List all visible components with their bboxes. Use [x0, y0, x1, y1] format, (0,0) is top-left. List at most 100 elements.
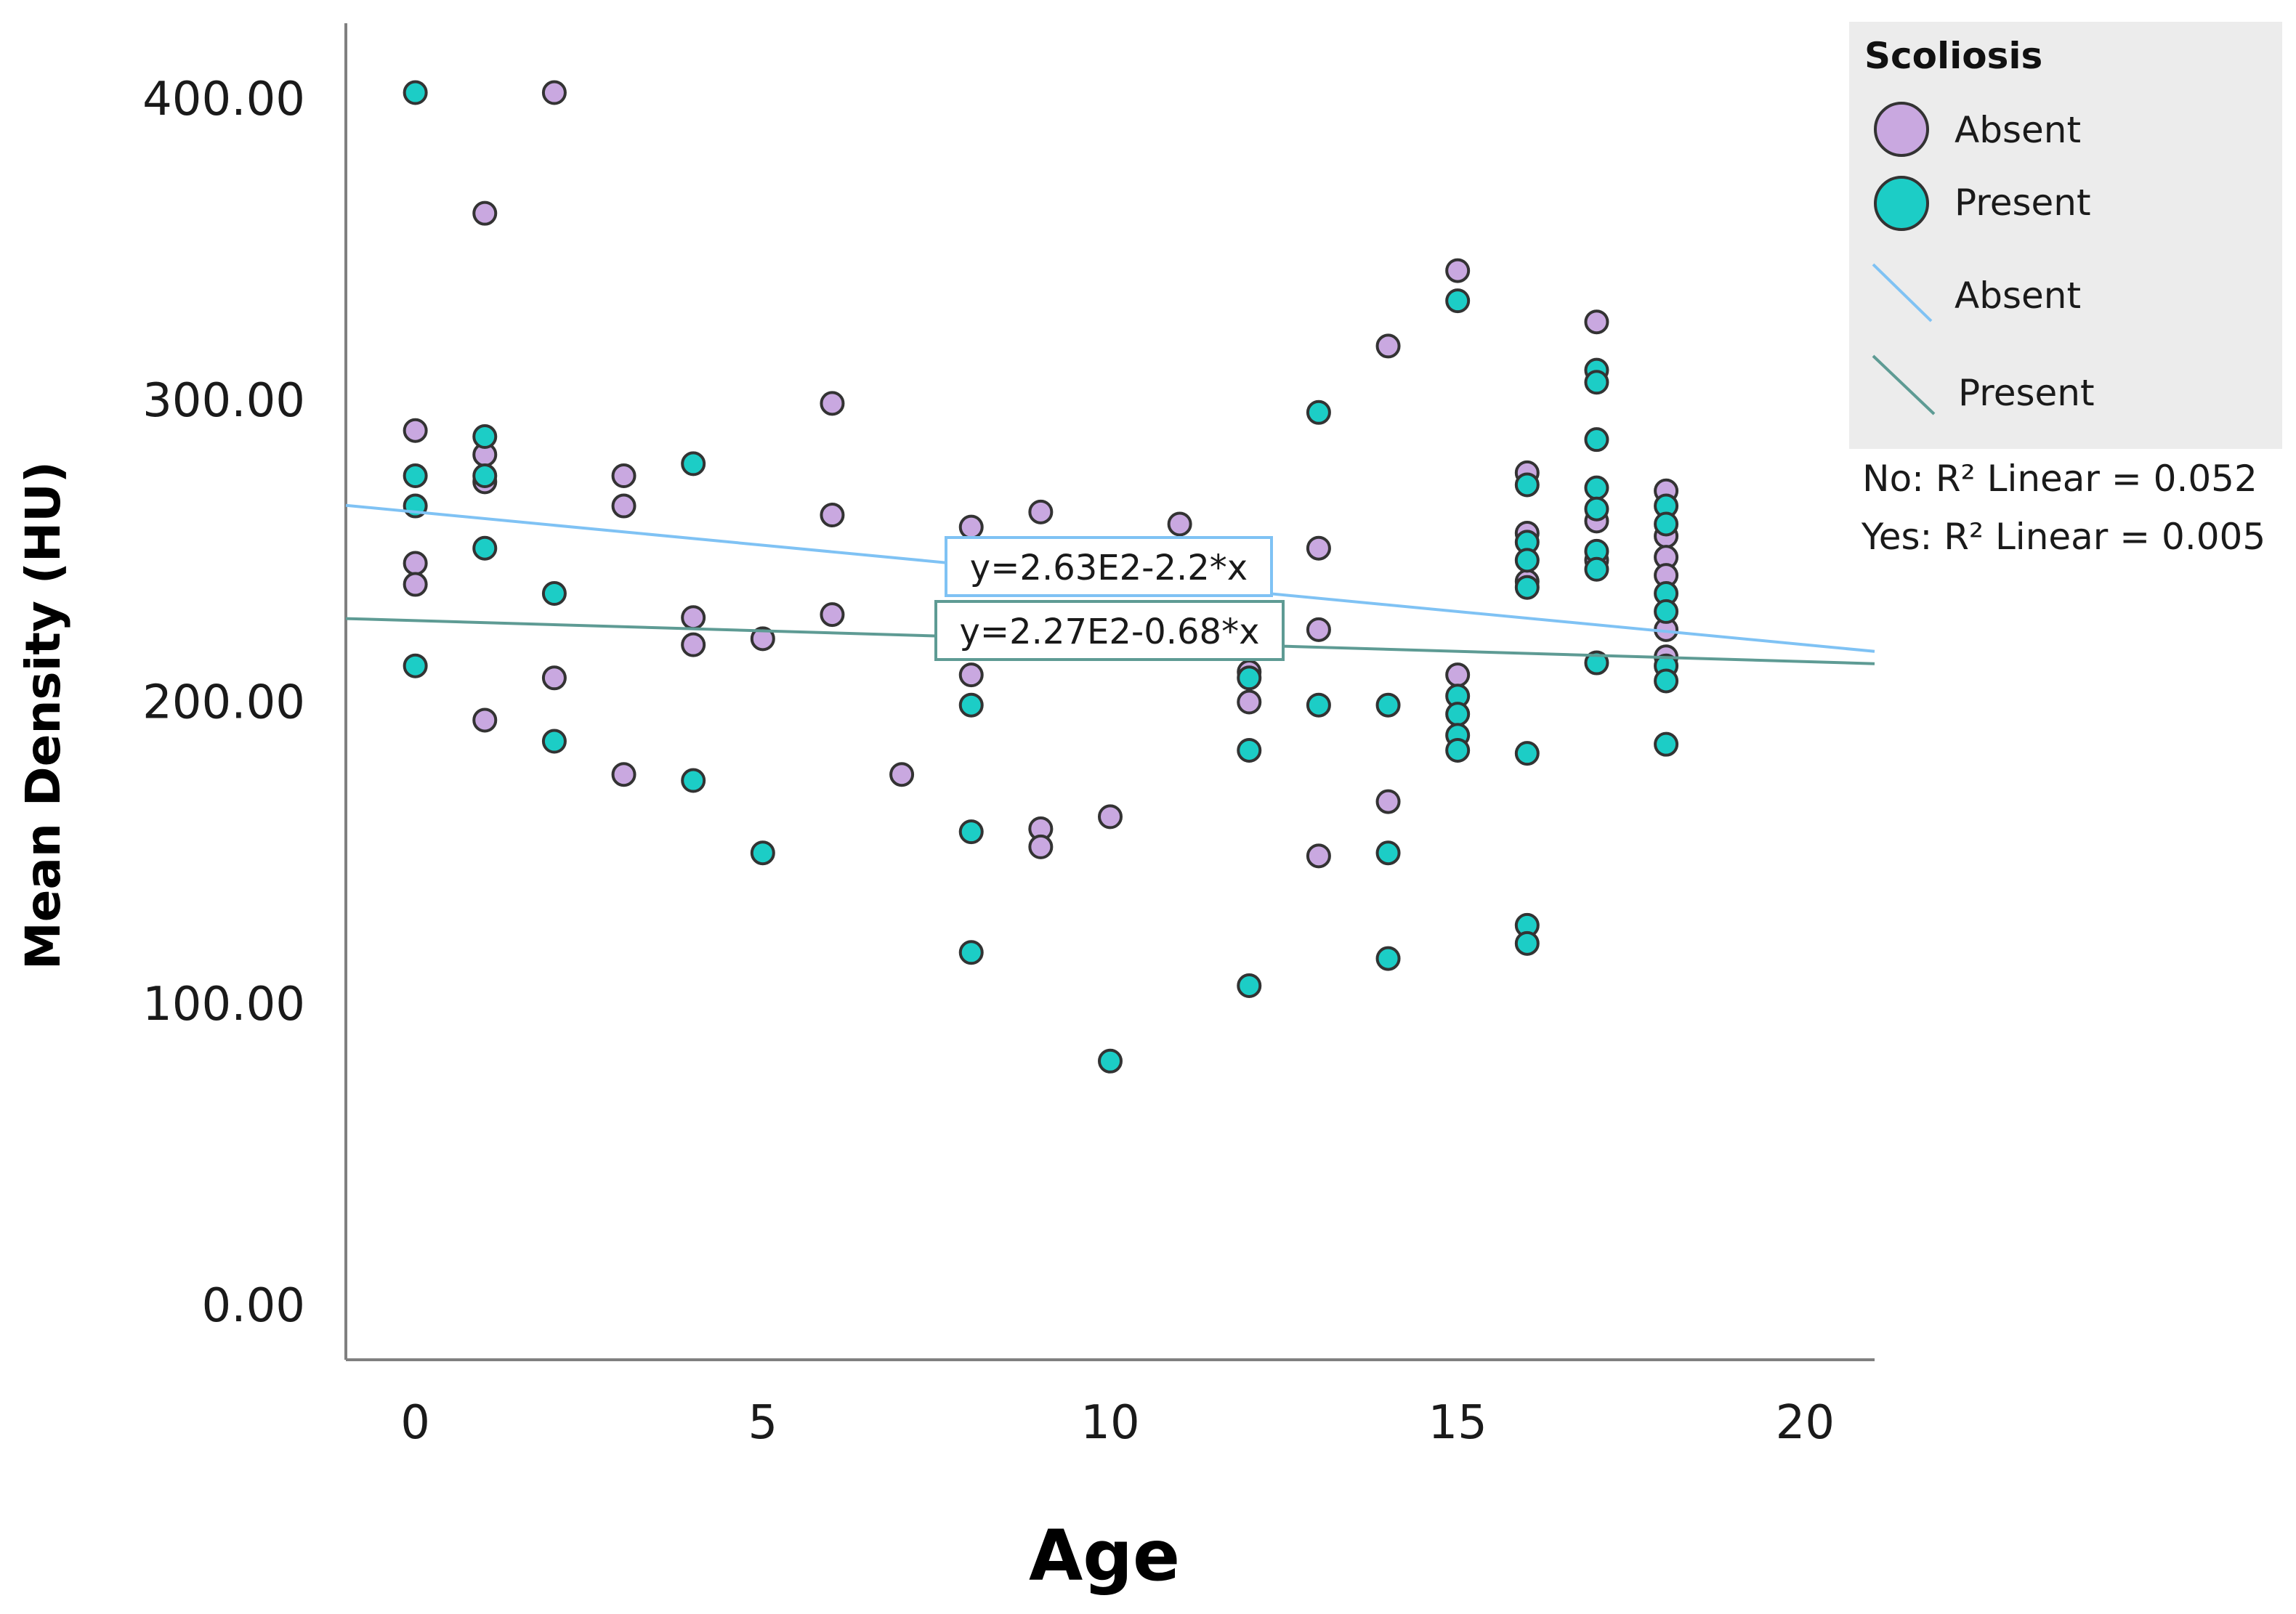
legend-marker-absent: [1874, 102, 1929, 157]
point-present: [1375, 692, 1401, 718]
point-present: [958, 940, 984, 965]
point-absent: [1584, 309, 1609, 335]
point-absent: [541, 80, 567, 105]
point-present: [958, 819, 984, 845]
point-absent: [820, 503, 845, 528]
point-present: [1654, 511, 1679, 537]
x-tick-label: 5: [748, 1396, 777, 1450]
point-absent: [1445, 258, 1471, 283]
x-tick-label: 10: [1080, 1396, 1139, 1450]
point-present: [1445, 702, 1471, 727]
x-tick-labels: 0 5 10 15 20: [400, 1396, 1835, 1450]
axes: [344, 23, 1875, 1361]
point-present: [1514, 548, 1540, 573]
point-absent: [403, 572, 428, 597]
equation-box-present: [934, 600, 1285, 661]
point-absent: [1167, 511, 1192, 537]
legend-label-present-line: Present: [1958, 372, 2095, 414]
equation-absent: y=2.63E2-2.2*x: [945, 536, 1273, 597]
point-present: [1514, 930, 1540, 956]
data-points: [403, 80, 1679, 1074]
point-absent: [403, 418, 428, 443]
point-absent: [1375, 333, 1401, 359]
x-tick-label: 20: [1776, 1396, 1835, 1450]
point-absent: [1098, 804, 1123, 830]
y-tick-label: 0.00: [202, 1279, 306, 1333]
point-absent: [958, 662, 984, 688]
point-present: [1654, 731, 1679, 757]
point-absent: [472, 707, 498, 733]
point-present: [403, 653, 428, 678]
equation-present: y=2.27E2-0.68*x: [934, 600, 1285, 661]
point-present: [1306, 692, 1331, 718]
legend-label-present-marker: Present: [1955, 182, 2091, 224]
point-present: [472, 463, 498, 489]
point-absent: [541, 665, 567, 691]
point-absent: [681, 605, 706, 630]
point-absent: [1237, 689, 1262, 715]
point-present: [1306, 400, 1331, 425]
point-present: [1514, 741, 1540, 766]
point-present: [1514, 575, 1540, 600]
point-present: [1514, 472, 1540, 498]
point-absent: [611, 463, 636, 489]
point-absent: [889, 762, 915, 787]
point-absent: [750, 626, 775, 652]
point-present: [1584, 370, 1609, 395]
x-tick-label: 0: [400, 1396, 430, 1450]
y-axis-title: Mean Density (HU): [15, 461, 71, 970]
point-absent: [611, 762, 636, 787]
point-absent: [681, 632, 706, 657]
point-present: [1584, 496, 1609, 522]
point-present: [541, 581, 567, 607]
y-tick-label: 400.00: [142, 73, 305, 126]
point-present: [541, 729, 567, 754]
point-present: [1237, 665, 1262, 691]
point-absent: [1306, 535, 1331, 561]
point-present: [1237, 737, 1262, 763]
point-absent: [1375, 789, 1401, 814]
legend-marker-present: [1874, 176, 1929, 231]
point-present: [958, 692, 984, 718]
y-tick-labels: 0.00 100.00 200.00 300.00 400.00: [142, 73, 305, 1333]
legend-line-present: [1872, 354, 1936, 415]
point-present: [472, 535, 498, 561]
r2-present-label: Yes: R² Linear = 0.005: [1861, 516, 2265, 558]
equation-text-present: y=2.27E2-0.68*x: [960, 612, 1260, 652]
legend: Scoliosis Absent Present Absent Present: [1849, 22, 2282, 449]
r2-absent-label: No: R² Linear = 0.052: [1862, 458, 2257, 500]
point-present: [1654, 599, 1679, 624]
point-present: [1445, 288, 1471, 314]
point-absent: [403, 551, 428, 576]
equation-box-absent: [945, 536, 1273, 597]
legend-label-absent-line: Absent: [1955, 275, 2081, 317]
point-present: [1584, 650, 1609, 676]
point-present: [1098, 1048, 1123, 1074]
point-present: [1237, 973, 1262, 998]
point-present: [1654, 668, 1679, 694]
y-tick-label: 100.00: [142, 978, 305, 1031]
point-present: [750, 840, 775, 866]
point-absent: [820, 391, 845, 416]
point-present: [1375, 946, 1401, 971]
point-present: [1445, 737, 1471, 763]
y-tick-label: 200.00: [142, 676, 305, 730]
point-absent: [1306, 617, 1331, 642]
legend-title: Scoliosis: [1864, 35, 2042, 77]
point-present: [403, 463, 428, 489]
point-absent: [1445, 662, 1471, 688]
point-present: [1584, 556, 1609, 582]
x-tick-label: 15: [1428, 1396, 1487, 1450]
equation-text-absent: y=2.63E2-2.2*x: [970, 548, 1248, 588]
point-absent: [1306, 843, 1331, 869]
legend-background: [1849, 22, 2282, 449]
point-absent: [820, 602, 845, 628]
legend-line-absent: [1872, 263, 1933, 323]
point-absent: [1028, 834, 1054, 859]
point-present: [403, 80, 428, 105]
point-absent: [611, 493, 636, 519]
point-absent: [472, 200, 498, 226]
legend-label-absent-marker: Absent: [1955, 109, 2081, 151]
point-present: [1375, 840, 1401, 866]
